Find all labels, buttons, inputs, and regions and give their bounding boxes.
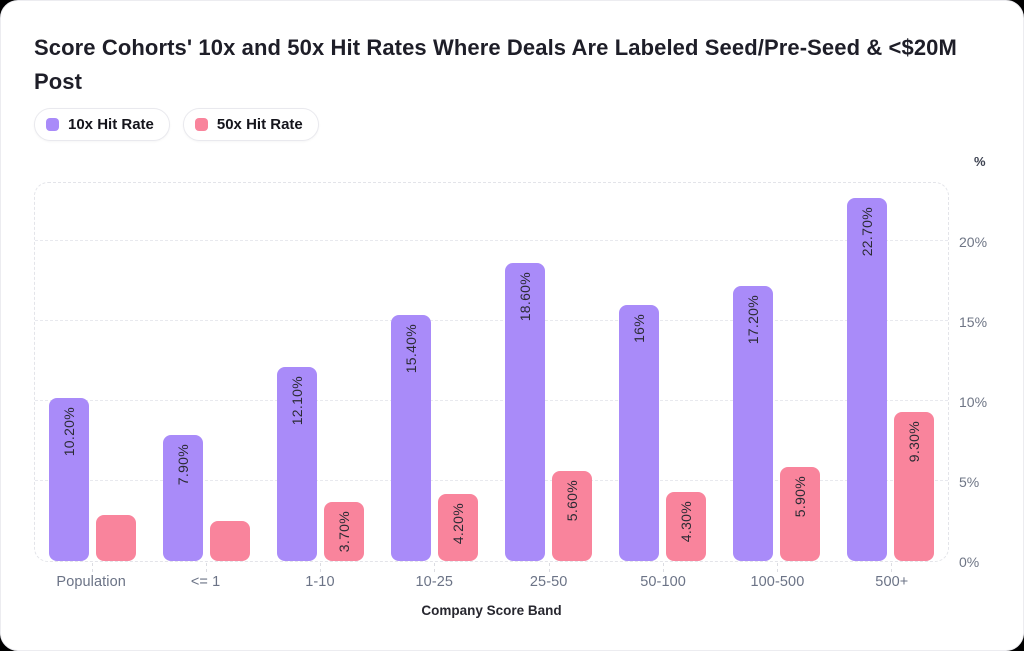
- category-label-500: 500+: [875, 574, 909, 590]
- bar-value-label: 12.10%: [288, 376, 305, 426]
- bar-value-label: 22.70%: [859, 206, 876, 257]
- bar-10x-hit-rate-50-100[interactable]: 16%: [619, 305, 660, 561]
- bar-group-1: 7.90%: [149, 183, 263, 572]
- category-label-1-10: 1-10: [305, 574, 335, 590]
- x-axis-tick: [320, 562, 322, 572]
- bar-50x-hit-rate-50-100[interactable]: 4.30%: [666, 492, 707, 561]
- y-axis-unit-label: %: [974, 154, 986, 169]
- gridline: [35, 240, 948, 241]
- bar-value-label: 15.40%: [402, 323, 419, 373]
- bar-group-10-25: 15.40% 4.20%: [377, 183, 491, 572]
- y-tick-label: 15%: [959, 314, 988, 330]
- legend-label: 50x Hit Rate: [216, 116, 303, 133]
- bar-group-50-100: 16% 4.30%: [606, 183, 720, 572]
- y-tick-label: 5%: [959, 474, 980, 490]
- x-axis-tick: [206, 562, 208, 572]
- bar-50x-hit-rate-population[interactable]: [95, 514, 136, 561]
- bar-value-label: 9.30%: [906, 421, 923, 463]
- x-axis-tick: [662, 562, 664, 572]
- legend: 10x Hit Rate 50x Hit Rate: [34, 108, 1003, 141]
- bar-value-label: 5.60%: [564, 480, 581, 522]
- bar-10x-hit-rate-population[interactable]: 10.20%: [48, 397, 89, 561]
- bar-50x-hit-rate-100-500[interactable]: 5.90%: [780, 466, 821, 561]
- legend-item-50x-hit-rate[interactable]: 50x Hit Rate: [182, 108, 319, 141]
- bar-50x-hit-rate-1[interactable]: [209, 521, 250, 561]
- bar-group-population: 10.20%: [35, 183, 149, 572]
- bar-group-25-50: 18.60% 5.60%: [492, 183, 606, 572]
- bar-value-label: 16%: [631, 314, 648, 343]
- y-tick-label: 10%: [959, 394, 988, 410]
- bar-50x-hit-rate-1-10[interactable]: 3.70%: [323, 501, 364, 561]
- y-tick-label: 20%: [959, 234, 988, 250]
- gridline: [35, 320, 948, 321]
- category-label-population: Population: [56, 574, 126, 590]
- legend-swatch-icon: [194, 118, 208, 131]
- chart-title: Score Cohorts' 10x and 50x Hit Rates Whe…: [34, 31, 1003, 99]
- x-axis-tick: [890, 562, 892, 572]
- bar-50x-hit-rate-25-50[interactable]: 5.60%: [552, 471, 593, 561]
- chart-area: 10.20% 7.90% 12.10% 3.70% 15.40% 4.20% 18.60% 5…: [34, 154, 1003, 618]
- bar-10x-hit-rate-1-10[interactable]: 12.10%: [276, 367, 317, 561]
- chart-title-line1: Score Cohorts' 10x and 50x Hit Rates Whe…: [34, 35, 957, 60]
- bar-50x-hit-rate-500[interactable]: 9.30%: [894, 412, 935, 561]
- bar-value-label: 18.60%: [517, 272, 534, 322]
- y-axis: % 0% 5% 10% 15% 20%: [949, 154, 1003, 570]
- bar-group-100-500: 17.20% 5.90%: [720, 183, 834, 572]
- bar-10x-hit-rate-500[interactable]: 22.70%: [847, 197, 888, 561]
- bar-value-label: 7.90%: [174, 443, 191, 485]
- bar-value-label: 4.30%: [678, 501, 695, 543]
- plot-area: 10.20% 7.90% 12.10% 3.70% 15.40% 4.20% 18.60% 5…: [34, 182, 949, 572]
- bar-value-label: 3.70%: [335, 510, 352, 553]
- bar-value-label: 5.90%: [792, 475, 809, 517]
- bar-10x-hit-rate-1[interactable]: 7.90%: [162, 434, 203, 561]
- category-label-1: <= 1: [190, 574, 221, 590]
- x-axis-tick: [92, 562, 94, 572]
- legend-item-10x-hit-rate[interactable]: 10x Hit Rate: [34, 108, 170, 141]
- legend-label: 10x Hit Rate: [68, 116, 154, 133]
- x-axis-title: Company Score Band: [421, 603, 562, 618]
- category-label-50-100: 50-100: [640, 574, 686, 590]
- y-tick-label: 0%: [959, 554, 980, 570]
- category-label-10-25: 10-25: [415, 574, 454, 590]
- category-label-100-500: 100-500: [750, 574, 805, 590]
- x-axis-tick: [434, 562, 436, 572]
- gridline: [35, 400, 948, 401]
- bar-10x-hit-rate-10-25[interactable]: 15.40%: [390, 314, 431, 561]
- legend-swatch-icon: [46, 118, 59, 131]
- chart-title-line2: Post: [34, 69, 83, 94]
- bar-group-500: 22.70% 9.30%: [834, 183, 948, 572]
- bar-10x-hit-rate-100-500[interactable]: 17.20%: [733, 285, 774, 561]
- bar-10x-hit-rate-25-50[interactable]: 18.60%: [505, 263, 546, 561]
- x-axis-tick: [776, 562, 778, 572]
- gridline: [35, 480, 948, 481]
- bar-value-label: 4.20%: [449, 502, 466, 545]
- bar-value-label: 17.20%: [745, 294, 762, 345]
- plot-column: 10.20% 7.90% 12.10% 3.70% 15.40% 4.20% 18.60% 5…: [34, 182, 949, 618]
- bar-group-1-10: 12.10% 3.70%: [263, 183, 377, 572]
- x-axis-labels: Population <= 1 1-10 10-25 25-50 50-100 100-50…: [34, 574, 949, 590]
- bar-50x-hit-rate-10-25[interactable]: 4.20%: [437, 493, 478, 561]
- bar-value-label: 10.20%: [60, 406, 77, 457]
- x-axis-tick: [548, 562, 550, 572]
- category-label-25-50: 25-50: [529, 574, 568, 590]
